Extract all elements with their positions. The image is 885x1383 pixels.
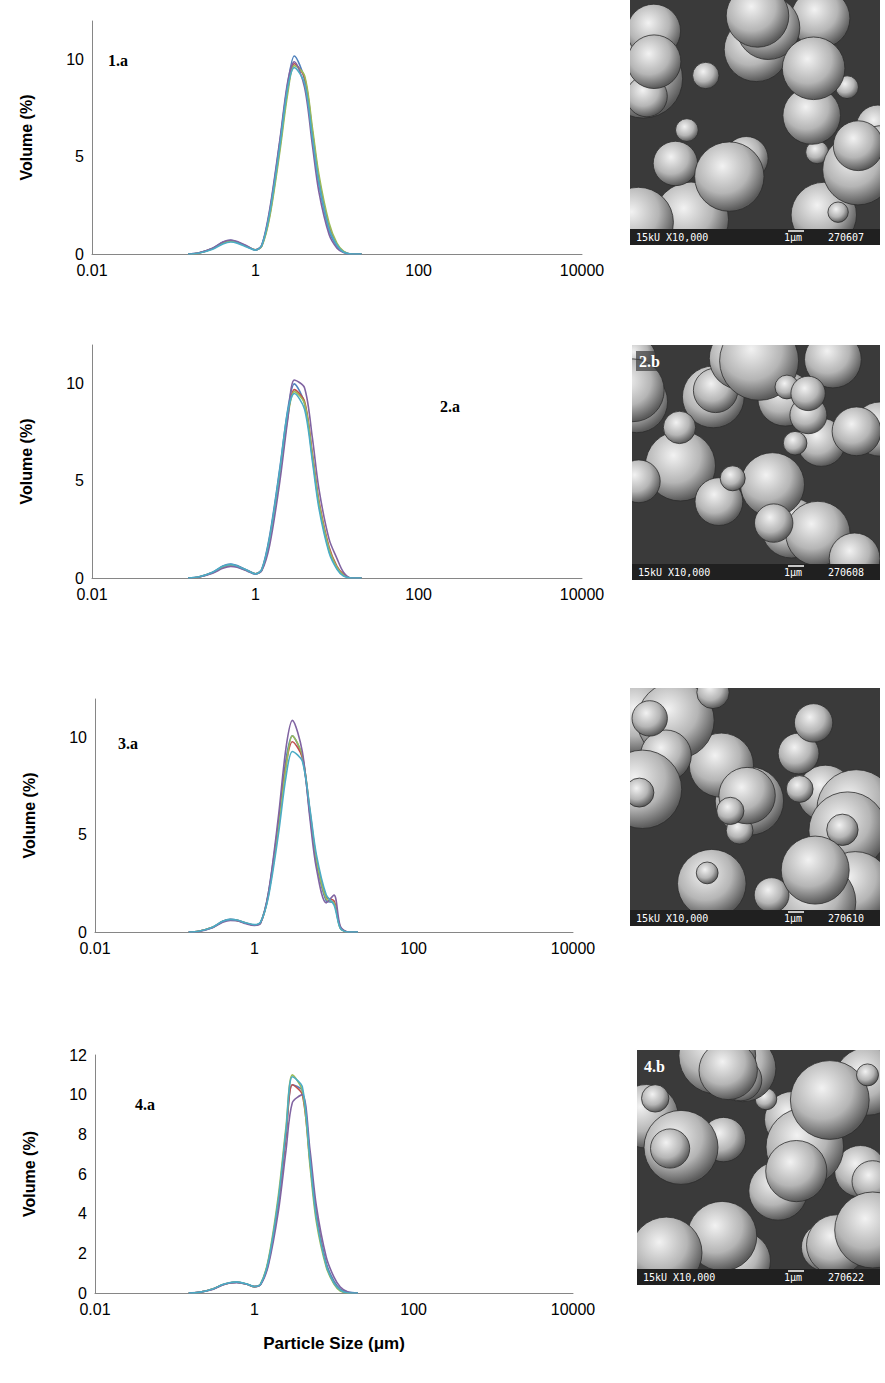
svg-text:Volume (%): Volume (%): [21, 773, 38, 859]
svg-text:10: 10: [69, 729, 87, 746]
svg-text:15kU X10,000: 15kU X10,000: [643, 1272, 715, 1283]
svg-text:6: 6: [78, 1166, 87, 1183]
svg-text:0.01: 0.01: [76, 586, 107, 603]
svg-text:270608: 270608: [828, 567, 864, 578]
svg-text:15kU X10,000: 15kU X10,000: [636, 232, 708, 243]
svg-text:4: 4: [78, 1205, 87, 1222]
svg-text:1.a: 1.a: [108, 52, 128, 69]
svg-text:10000: 10000: [560, 586, 605, 603]
svg-text:1: 1: [250, 940, 259, 957]
svg-text:10: 10: [66, 375, 84, 392]
svg-text:10000: 10000: [560, 262, 605, 279]
svg-text:0: 0: [78, 924, 87, 941]
svg-text:1μm: 1μm: [784, 232, 802, 243]
svg-text:12: 12: [69, 1047, 87, 1064]
svg-text:100: 100: [405, 586, 432, 603]
svg-text:4.a: 4.a: [135, 1096, 155, 1113]
svg-text:15kU X10,000: 15kU X10,000: [636, 913, 708, 924]
svg-text:1: 1: [251, 586, 260, 603]
svg-text:100: 100: [400, 940, 427, 957]
svg-text:1: 1: [251, 262, 260, 279]
svg-text:3.a: 3.a: [118, 735, 138, 752]
svg-text:Volume (%): Volume (%): [18, 419, 35, 505]
svg-text:0: 0: [75, 246, 84, 263]
svg-text:0.01: 0.01: [76, 262, 107, 279]
svg-text:270607: 270607: [828, 232, 864, 243]
svg-text:2: 2: [78, 1245, 87, 1262]
svg-text:8: 8: [78, 1126, 87, 1143]
svg-text:1: 1: [250, 1301, 259, 1318]
svg-text:270622: 270622: [828, 1272, 864, 1283]
svg-text:0.01: 0.01: [79, 940, 110, 957]
svg-text:0: 0: [75, 570, 84, 587]
svg-text:10: 10: [66, 51, 84, 68]
svg-text:0.01: 0.01: [79, 1301, 110, 1318]
svg-text:270610: 270610: [828, 913, 864, 924]
svg-text:100: 100: [400, 1301, 427, 1318]
svg-text:1μm: 1μm: [784, 913, 802, 924]
svg-text:15kU X10,000: 15kU X10,000: [638, 567, 710, 578]
svg-text:2.b: 2.b: [639, 353, 660, 370]
svg-text:100: 100: [405, 262, 432, 279]
svg-text:Volume (%): Volume (%): [21, 1131, 38, 1217]
svg-text:10000: 10000: [551, 940, 596, 957]
svg-text:0: 0: [78, 1285, 87, 1302]
svg-text:1μm: 1μm: [784, 1272, 802, 1283]
svg-text:4.b: 4.b: [644, 1058, 665, 1075]
svg-text:10000: 10000: [551, 1301, 596, 1318]
svg-text:5: 5: [75, 148, 84, 165]
svg-text:5: 5: [75, 472, 84, 489]
svg-text:1μm: 1μm: [784, 567, 802, 578]
svg-text:5: 5: [78, 826, 87, 843]
svg-text:Volume (%): Volume (%): [18, 95, 35, 181]
svg-text:Particle Size (μm): Particle Size (μm): [263, 1334, 405, 1353]
svg-text:2.a: 2.a: [440, 398, 460, 415]
svg-text:10: 10: [69, 1086, 87, 1103]
